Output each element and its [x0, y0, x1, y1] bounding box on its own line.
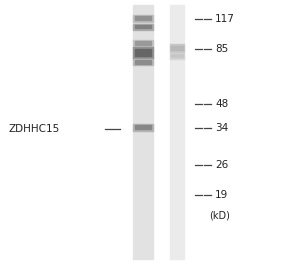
- Text: (kD): (kD): [209, 210, 230, 220]
- Bar: [135, 49, 151, 56]
- Text: ZDHHC15: ZDHHC15: [8, 124, 60, 134]
- Bar: [133, 47, 153, 59]
- Text: 117: 117: [215, 14, 235, 24]
- Text: 85: 85: [215, 44, 228, 54]
- Bar: [171, 46, 183, 50]
- Bar: [133, 59, 153, 65]
- Bar: [135, 125, 151, 129]
- Text: 34: 34: [215, 123, 228, 133]
- Text: 26: 26: [215, 160, 228, 170]
- Bar: [133, 124, 153, 131]
- Text: 19: 19: [215, 190, 228, 200]
- Bar: [135, 60, 151, 64]
- Bar: [133, 24, 153, 30]
- Bar: [171, 54, 183, 57]
- Bar: [133, 15, 153, 22]
- Bar: [133, 40, 153, 47]
- Bar: [170, 44, 184, 52]
- Bar: [170, 53, 184, 59]
- Bar: [170, 5, 184, 259]
- Bar: [135, 25, 151, 28]
- Bar: [135, 41, 151, 45]
- Bar: [135, 16, 151, 21]
- Bar: [133, 5, 153, 259]
- Text: 48: 48: [215, 99, 228, 109]
